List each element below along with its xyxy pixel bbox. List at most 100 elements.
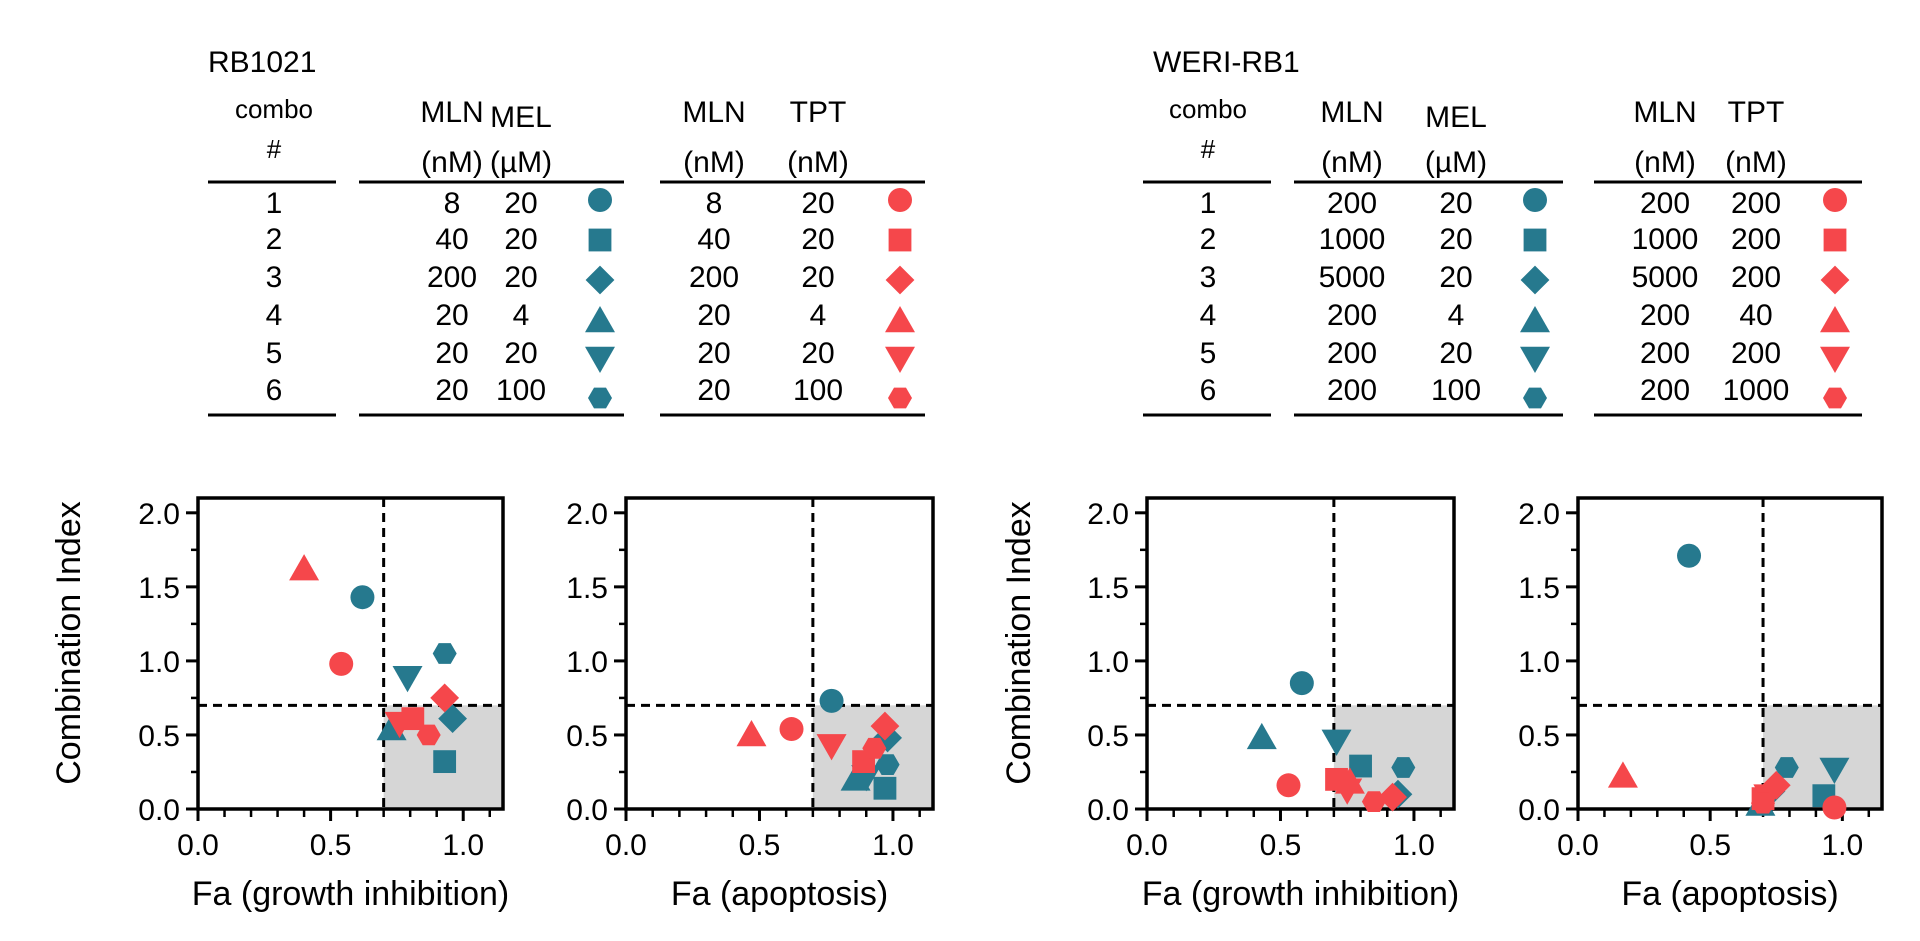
- y-tick-label: 1.5: [1518, 572, 1560, 605]
- tpt-mln-header: MLN: [1633, 96, 1696, 129]
- mel-mln-dose: 8: [444, 187, 461, 220]
- chart-weri-growth: 0.0 0.5 1.0 1.5 2.0 0.0 0.5 1.0 Fa (growth inhib…: [1000, 496, 1459, 913]
- mel-mln-dose: 1000: [1319, 223, 1386, 256]
- data-point-mel-combo-6: [1774, 757, 1799, 778]
- y-tick-label: 1.5: [138, 572, 180, 605]
- y-tick-label: 1.0: [138, 646, 180, 679]
- data-point-tpt-combo-1: [779, 717, 804, 742]
- y-tick-label: 1.5: [1087, 572, 1129, 605]
- y-axis-label: Combination Index: [50, 501, 88, 785]
- legend-marker-mel-circle: [588, 188, 612, 212]
- tpt-drug-unit: (nM): [787, 146, 849, 179]
- y-tick-label: 1.5: [566, 572, 608, 605]
- data-point-tpt-combo-3: [870, 711, 900, 741]
- combo-number: 2: [266, 223, 283, 256]
- combo-number: 1: [266, 187, 283, 220]
- legend-marker-mel-triangle-up: [585, 306, 615, 333]
- mel-drug-unit: (µM): [490, 146, 552, 179]
- tpt-drug-dose: 20: [801, 261, 834, 294]
- tpt-drug-dose: 100: [793, 374, 843, 407]
- data-point-tpt-combo-4: [289, 554, 320, 581]
- data-point-tpt-combo-1: [329, 651, 354, 676]
- mel-mln-dose: 40: [435, 223, 468, 256]
- combo-number: 5: [266, 337, 283, 370]
- y-tick-label: 0.5: [1087, 720, 1129, 753]
- tpt-mln-dose: 8: [706, 187, 723, 220]
- combo-number: 6: [266, 374, 283, 407]
- data-point-mel-combo-4: [1246, 722, 1277, 750]
- mel-mln-dose: 20: [435, 299, 468, 332]
- legend-marker-mel-square: [1523, 228, 1547, 252]
- y-tick-label: 0.5: [566, 720, 608, 753]
- tpt-drug-unit: (nM): [1725, 146, 1787, 179]
- x-tick-label: 1.0: [1821, 829, 1863, 862]
- data-point-mel-combo-1: [1677, 543, 1702, 568]
- plot-frame: [196, 496, 505, 811]
- data-point-tpt-combo-5: [816, 734, 847, 761]
- mel-drug-dose: 100: [496, 374, 546, 407]
- tpt-mln-unit: (nM): [683, 146, 745, 179]
- legend-marker-mel-diamond: [585, 265, 615, 295]
- x-tick-label: 0.5: [310, 829, 352, 862]
- legend-marker-tpt-triangle-down: [1820, 346, 1850, 373]
- tpt-drug-dose: 200: [1731, 261, 1781, 294]
- data-point-mel-combo-3: [438, 704, 468, 734]
- data-point-mel-combo-1: [819, 688, 844, 713]
- chart-rb1021-apoptosis: 0.0 0.5 1.0 1.5 2.0 0.0 0.5 1.0 Fa (apoptosis): [566, 496, 935, 913]
- mel-drug-unit: (µM): [1425, 146, 1487, 179]
- combo-header-number: #: [1201, 134, 1216, 164]
- data-point-mel-combo-5: [392, 665, 423, 693]
- y-tick-label: 0.0: [566, 794, 608, 827]
- mel-drug-dose: 4: [513, 299, 530, 332]
- tpt-mln-dose: 200: [689, 261, 739, 294]
- mel-drug-dose: 4: [1448, 299, 1465, 332]
- combo-number: 4: [266, 299, 283, 332]
- legend-marker-tpt-triangle-down: [885, 346, 915, 373]
- data-point-mel-combo-5: [1321, 729, 1352, 756]
- legend-marker-mel-diamond: [1520, 265, 1550, 295]
- tpt-drug-header: TPT: [1728, 96, 1785, 129]
- legend-marker-tpt-square: [1823, 228, 1847, 252]
- tpt-mln-dose: 20: [697, 299, 730, 332]
- legend-marker-mel-hexagon: [588, 387, 612, 409]
- tpt-mln-dose: 1000: [1632, 223, 1699, 256]
- x-tick-label: 0.0: [177, 829, 219, 862]
- mel-mln-dose: 200: [1327, 374, 1377, 407]
- data-point-mel-combo-2: [873, 776, 897, 800]
- data-point-mel-combo-6: [1391, 757, 1416, 778]
- mel-drug-header: MEL: [1425, 101, 1487, 134]
- plot-frame: [1576, 496, 1884, 811]
- data-point-mel-combo-1: [1289, 671, 1314, 696]
- legend-marker-tpt-diamond: [885, 265, 915, 295]
- mel-mln-header: MLN: [1320, 96, 1383, 129]
- combo-number: 1: [1200, 187, 1217, 220]
- mel-mln-dose: 200: [1327, 299, 1377, 332]
- data-point-mel-combo-6: [875, 754, 900, 775]
- combo-number: 6: [1200, 374, 1217, 407]
- tpt-drug-dose: 20: [801, 223, 834, 256]
- x-axis-label: Fa (growth inhibition): [1142, 875, 1459, 913]
- y-tick-label: 0.0: [138, 794, 180, 827]
- data-point-tpt-combo-1: [1276, 773, 1301, 798]
- y-tick-label: 0.5: [138, 720, 180, 753]
- tpt-drug-dose: 40: [1739, 299, 1772, 332]
- legend-marker-tpt-square: [888, 228, 912, 252]
- plot-frame: [1145, 496, 1456, 811]
- mel-mln-header: MLN: [420, 96, 483, 129]
- data-point-mel-combo-1: [350, 585, 375, 610]
- table-title: WERI-RB1: [1153, 46, 1300, 79]
- mel-mln-dose: 200: [1327, 187, 1377, 220]
- tpt-drug-dose: 4: [810, 299, 827, 332]
- mel-drug-dose: 100: [1431, 374, 1481, 407]
- tpt-drug-dose: 200: [1731, 337, 1781, 370]
- combo-number: 3: [1200, 261, 1217, 294]
- legend-marker-tpt-circle: [888, 188, 912, 212]
- combo-number: 4: [1200, 299, 1217, 332]
- legend-marker-mel-triangle-down: [1520, 346, 1550, 373]
- data-point-tpt-combo-4: [736, 719, 767, 747]
- tpt-drug-dose: 1000: [1723, 374, 1790, 407]
- legend-marker-mel-triangle-down: [585, 346, 615, 373]
- table-title: RB1021: [208, 46, 316, 79]
- tpt-mln-dose: 40: [697, 223, 730, 256]
- mel-drug-dose: 20: [1439, 187, 1472, 220]
